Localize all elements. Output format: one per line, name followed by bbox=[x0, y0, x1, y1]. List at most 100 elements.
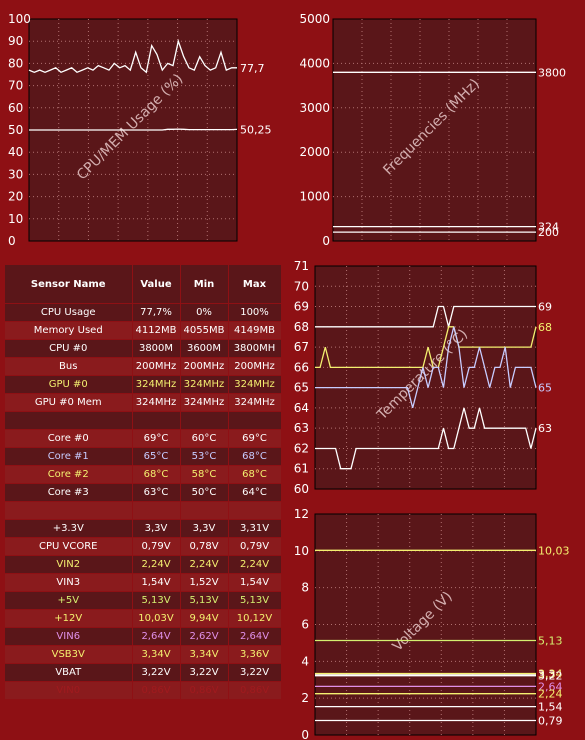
series-value-label: 3,22 bbox=[538, 670, 563, 683]
table-row[interactable] bbox=[5, 411, 282, 430]
cpu-mem-plot-area bbox=[28, 18, 238, 242]
y-tick-label: 30 bbox=[8, 167, 23, 181]
table-row[interactable]: GPU #0 324MHz 324MHz 324MHz bbox=[5, 375, 282, 394]
min-cell: 2,24V bbox=[180, 555, 229, 574]
max-cell bbox=[228, 501, 282, 520]
value-cell: 63°C bbox=[132, 483, 181, 502]
header-sensor-name[interactable]: Sensor Name bbox=[5, 265, 133, 304]
value-cell bbox=[132, 501, 181, 520]
max-cell: 68°C bbox=[228, 447, 282, 466]
sensor-name-cell: Core #2 bbox=[5, 465, 133, 484]
table-row[interactable]: CPU Usage 77,7% 0% 100% bbox=[5, 303, 282, 322]
series-value-label: 63 bbox=[538, 422, 552, 435]
y-tick-label: 64 bbox=[294, 401, 309, 415]
min-cell: 0,86V bbox=[180, 681, 229, 700]
y-tick-label: 5000 bbox=[299, 12, 330, 26]
table-row[interactable]: Core #0 69°C 60°C 69°C bbox=[5, 429, 282, 448]
table-row[interactable]: VIN3 1,54V 1,52V 1,54V bbox=[5, 573, 282, 592]
sensor-name-cell: GPU #0 Mem bbox=[5, 393, 133, 412]
sensor-name-cell bbox=[5, 501, 133, 520]
sensor-name-cell: Core #3 bbox=[5, 483, 133, 502]
series-value-label: 2,24 bbox=[538, 688, 563, 701]
series-value-label: 3,3 bbox=[538, 668, 556, 681]
table-row[interactable]: VIN2 2,24V 2,24V 2,24V bbox=[5, 555, 282, 574]
y-tick-label: 100 bbox=[8, 12, 31, 26]
min-cell: 3,34V bbox=[180, 645, 229, 664]
table-row[interactable]: +3.3V 3,3V 3,3V 3,31V bbox=[5, 519, 282, 538]
table-row[interactable]: Memory Used 4112MB 4055MB 4149MB bbox=[5, 321, 282, 340]
table-row[interactable]: CPU VCORE 0,79V 0,78V 0,79V bbox=[5, 537, 282, 556]
value-cell: 3,3V bbox=[132, 519, 181, 538]
sensor-name-cell: GPU #0 bbox=[5, 375, 133, 394]
max-cell: 3,36V bbox=[228, 645, 282, 664]
table-header-row: Sensor Name Value Min Max bbox=[5, 265, 282, 304]
value-cell: 3800M bbox=[132, 339, 181, 358]
series-line bbox=[315, 326, 537, 369]
series-value-label: 2,64 bbox=[538, 680, 563, 693]
series-line bbox=[28, 38, 237, 74]
value-cell: 68°C bbox=[132, 465, 181, 484]
sensor-table: Sensor Name Value Min Max CPU Usage 77,7%… bbox=[5, 265, 282, 700]
frequencies-plot-area bbox=[332, 18, 537, 242]
value-cell: 3,22V bbox=[132, 663, 181, 682]
table-row[interactable]: Core #3 63°C 50°C 64°C bbox=[5, 483, 282, 502]
min-cell: 2,62V bbox=[180, 627, 229, 646]
y-tick-label: 4000 bbox=[299, 56, 330, 70]
table-row[interactable]: Bus 200MHz 200MHz 200MHz bbox=[5, 357, 282, 376]
y-tick-label: 2 bbox=[301, 691, 309, 705]
y-tick-label: 90 bbox=[8, 34, 23, 48]
sensor-name-cell: +3.3V bbox=[5, 519, 133, 538]
table-row[interactable]: CPU #0 3800M 3600M 3800MH bbox=[5, 339, 282, 358]
table-row[interactable]: VIN6 2,64V 2,62V 2,64V bbox=[5, 627, 282, 646]
sensor-name-cell: Core #1 bbox=[5, 447, 133, 466]
value-cell: 0,79V bbox=[132, 537, 181, 556]
y-tick-label: 60 bbox=[294, 482, 309, 496]
table-row[interactable]: VSB3V 3,34V 3,34V 3,36V bbox=[5, 645, 282, 664]
min-cell: 3,3V bbox=[180, 519, 229, 538]
table-row[interactable]: +12V 10,03V 9,94V 10,12V bbox=[5, 609, 282, 628]
y-tick-label: 3000 bbox=[299, 101, 330, 115]
y-tick-label: 66 bbox=[294, 360, 309, 374]
value-cell: 4112MB bbox=[132, 321, 181, 340]
min-cell: 3600M bbox=[180, 339, 229, 358]
sensor-name-cell: Core #0 bbox=[5, 429, 133, 448]
series-value-label: 68 bbox=[538, 321, 552, 334]
max-cell: 3,31V bbox=[228, 519, 282, 538]
min-cell: 5,13V bbox=[180, 591, 229, 610]
max-cell: 64°C bbox=[228, 483, 282, 502]
series-value-label: 1,54 bbox=[538, 701, 563, 714]
max-cell: 3800MH bbox=[228, 339, 282, 358]
table-row[interactable]: Core #1 65°C 53°C 68°C bbox=[5, 447, 282, 466]
table-row[interactable]: GPU #0 Mem 324MHz 324MHz 324MHz bbox=[5, 393, 282, 412]
header-max[interactable]: Max bbox=[228, 265, 282, 304]
table-row[interactable] bbox=[5, 501, 282, 520]
sensor-name-cell: CPU Usage bbox=[5, 303, 133, 322]
table-row[interactable]: +5V 5,13V 5,13V 5,13V bbox=[5, 591, 282, 610]
table-row[interactable]: VIN0 0,86V 0,86V 0,86V bbox=[5, 681, 282, 700]
header-value[interactable]: Value bbox=[132, 265, 181, 304]
value-cell: 5,13V bbox=[132, 591, 181, 610]
value-cell: 324MHz bbox=[132, 375, 181, 394]
max-cell: 4149MB bbox=[228, 321, 282, 340]
max-cell: 0,79V bbox=[228, 537, 282, 556]
table-row[interactable]: Core #2 68°C 58°C 68°C bbox=[5, 465, 282, 484]
y-tick-label: 8 bbox=[301, 581, 309, 595]
series-value-label: 10,03 bbox=[538, 544, 570, 557]
min-cell: 53°C bbox=[180, 447, 229, 466]
max-cell: 324MHz bbox=[228, 375, 282, 394]
header-min[interactable]: Min bbox=[180, 265, 229, 304]
y-tick-label: 67 bbox=[294, 340, 309, 354]
sensor-name-cell: VBAT bbox=[5, 663, 133, 682]
sensor-name-cell: VIN2 bbox=[5, 555, 133, 574]
min-cell: 1,52V bbox=[180, 573, 229, 592]
sensor-name-cell: +12V bbox=[5, 609, 133, 628]
min-cell: 324MHz bbox=[180, 393, 229, 412]
series-line bbox=[315, 407, 537, 470]
min-cell: 4055MB bbox=[180, 321, 229, 340]
min-cell: 0,78V bbox=[180, 537, 229, 556]
sensor-name-cell: Bus bbox=[5, 357, 133, 376]
series-value-label: 5,13 bbox=[538, 635, 563, 648]
y-axis-label: Voltage (V) bbox=[390, 589, 456, 655]
sensor-name-cell: Memory Used bbox=[5, 321, 133, 340]
table-row[interactable]: VBAT 3,22V 3,22V 3,22V bbox=[5, 663, 282, 682]
